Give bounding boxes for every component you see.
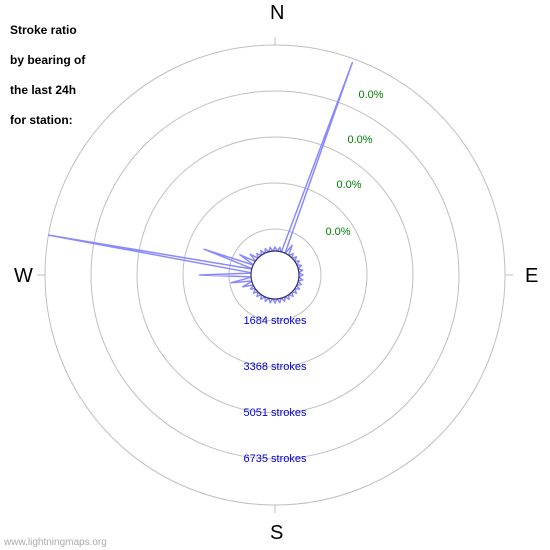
polar-chart-container: Stroke ratio by bearing of the last 24h …: [0, 0, 550, 550]
cardinal-w: W: [14, 265, 33, 288]
pct-label-ring1: 0.0%: [325, 226, 350, 238]
cardinal-s: S: [270, 522, 283, 545]
cardinal-n: N: [270, 2, 284, 25]
strokes-label-ring4: 6735 strokes: [244, 453, 307, 465]
strokes-label-ring2: 3368 strokes: [244, 361, 307, 373]
strokes-label-ring1: 1684 strokes: [244, 315, 307, 327]
pct-label-ring2: 0.0%: [336, 179, 361, 191]
pct-label-ring4: 0.0%: [358, 89, 383, 101]
footer-credit: www.lightningmaps.org: [4, 537, 107, 548]
cardinal-e: E: [525, 265, 538, 288]
polar-plot-svg: [0, 0, 550, 550]
pct-label-ring3: 0.0%: [347, 134, 372, 146]
strokes-label-ring3: 5051 strokes: [244, 407, 307, 419]
